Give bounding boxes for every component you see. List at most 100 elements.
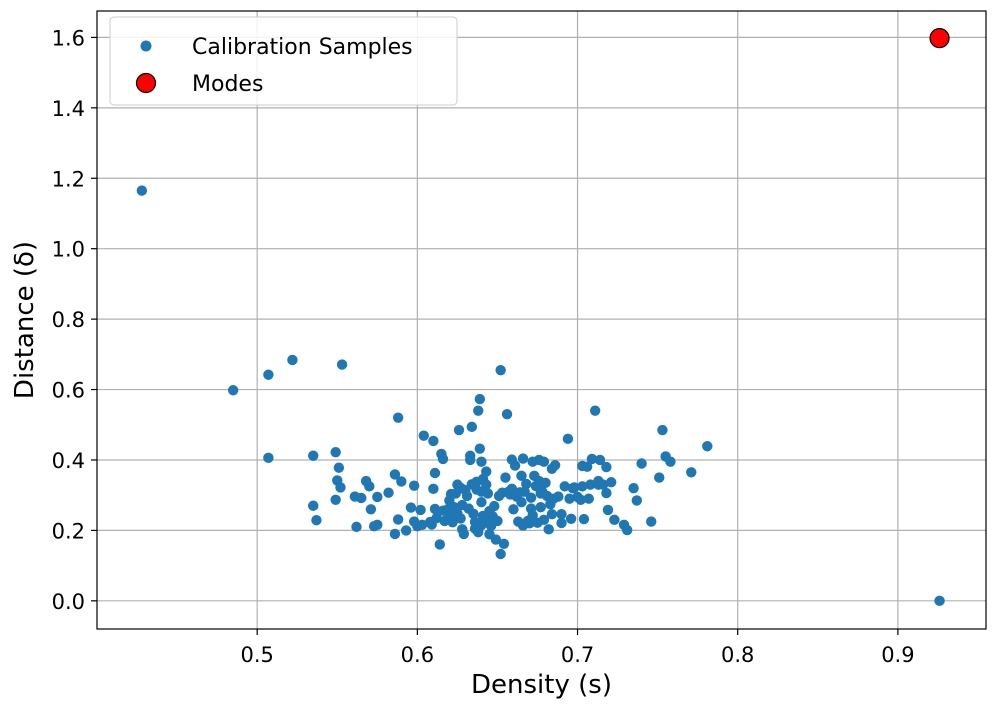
- calibration-sample-point: [461, 490, 473, 502]
- calibration-sample-point: [476, 456, 487, 467]
- calibration-sample-point: [586, 453, 598, 465]
- calibration-sample-point: [308, 450, 319, 461]
- x-tick-label: 0.5: [240, 643, 273, 667]
- y-tick-label: 1.4: [52, 97, 85, 121]
- mode-point: [929, 28, 950, 49]
- calibration-sample-point: [336, 359, 348, 370]
- calibration-sample-point: [500, 472, 511, 483]
- calibration-sample-point: [657, 424, 668, 436]
- calibration-sample-point: [646, 516, 657, 527]
- calibration-sample-point: [535, 501, 546, 513]
- y-tick-label: 1.2: [52, 167, 85, 191]
- calibration-sample-point: [585, 479, 596, 490]
- x-axis-label: Density (s): [471, 670, 612, 700]
- calibration-sample-point: [594, 454, 606, 466]
- y-tick-label: 0.4: [52, 449, 85, 473]
- calibration-sample-point: [136, 185, 148, 196]
- calibration-sample-point: [263, 369, 274, 380]
- calibration-sample-point: [506, 483, 518, 495]
- calibration-sample-point: [569, 482, 580, 493]
- calibration-sample-point: [509, 460, 521, 471]
- plot-area-frame: [96, 10, 987, 630]
- calibration-sample-point: [538, 456, 550, 467]
- calibration-sample-point: [516, 470, 527, 482]
- calibration-sample-point: [458, 528, 470, 540]
- calibration-sample-point: [351, 521, 362, 533]
- calibration-sample-point: [546, 509, 558, 520]
- calibration-sample-point: [428, 483, 439, 495]
- x-axis-ticks: 0.5 0.6 0.7 0.8 0.9: [240, 629, 915, 667]
- calibration-sample-point: [311, 514, 322, 526]
- calibration-sample-point: [455, 513, 466, 524]
- calibration-sample-point: [564, 493, 575, 504]
- y-tick-label: 0.8: [52, 308, 85, 332]
- calibration-sample-point: [465, 454, 476, 466]
- calibration-sample-point: [308, 500, 319, 511]
- x-tick-label: 0.6: [401, 643, 434, 667]
- calibration-sample-point: [601, 461, 612, 473]
- calibration-sample-point: [434, 539, 445, 550]
- calibration-sample-point: [400, 525, 412, 536]
- calibration-sample-point: [453, 424, 465, 436]
- calibration-sample-point: [543, 524, 554, 535]
- calibration-sample-point: [540, 477, 551, 489]
- calibration-sample-point: [405, 502, 417, 513]
- calibration-sample-point: [601, 487, 612, 499]
- calibration-sample-point: [565, 513, 577, 524]
- calibration-sample-point: [495, 364, 506, 376]
- calibration-sample-point: [482, 488, 494, 499]
- legend-box: [109, 16, 458, 106]
- calibration-sample-point: [431, 512, 442, 524]
- legend-marker-calibration-samples: [140, 40, 152, 52]
- calibration-sample-point: [602, 504, 614, 516]
- calibration-sample-point: [263, 452, 274, 464]
- calibration-sample-point: [589, 405, 601, 416]
- calibration-sample-point: [524, 518, 535, 529]
- y-tick-label: 0.6: [52, 379, 85, 403]
- calibration-sample-point: [562, 433, 574, 445]
- calibration-sample-point: [583, 493, 594, 504]
- calibration-sample-point: [481, 479, 492, 490]
- calibration-sample-point: [525, 492, 537, 503]
- grid-lines: [97, 11, 986, 629]
- calibration-sample-point: [609, 514, 620, 526]
- calibration-sample-point: [429, 503, 441, 515]
- calibration-sample-point: [556, 517, 567, 529]
- calibration-sample-point: [538, 514, 550, 526]
- y-axis-ticks: 0.0 0.2 0.4 0.6 0.8 1.0 1.2 1.4 1.6: [52, 26, 97, 614]
- calibration-sample-point: [516, 497, 527, 508]
- calibration-sample-point: [527, 510, 538, 521]
- calibration-sample-point: [654, 472, 665, 483]
- x-tick-label: 0.9: [881, 643, 914, 667]
- y-axis-label: Distance (δ): [10, 241, 40, 399]
- calibration-sample-point: [476, 497, 487, 508]
- calibration-sample-point: [492, 515, 503, 527]
- legend-label-calibration-samples: Calibration Samples: [192, 35, 413, 60]
- calibration-sample-point: [372, 491, 383, 503]
- calibration-sample-point: [408, 480, 420, 491]
- calibration-sample-point: [474, 393, 486, 405]
- calibration-sample-point: [418, 430, 429, 441]
- calibration-sample-point: [517, 453, 529, 464]
- calibration-sample-point: [333, 462, 345, 473]
- x-tick-label: 0.8: [721, 643, 754, 667]
- calibration-sample-point: [428, 435, 439, 447]
- calibration-sample-point: [447, 517, 458, 528]
- calibration-sample-point: [227, 385, 239, 396]
- calibration-sample-point: [392, 412, 404, 423]
- x-tick-label: 0.7: [561, 643, 594, 667]
- calibration-sample-point: [330, 494, 341, 505]
- calibration-sample-point: [372, 519, 383, 530]
- y-tick-label: 0.2: [52, 519, 85, 543]
- y-tick-label: 0.0: [52, 590, 85, 614]
- calibration-sample-point: [575, 494, 586, 505]
- legend: Calibration Samples Modes: [109, 16, 458, 106]
- calibration-sample-point: [501, 408, 513, 420]
- legend-marker-modes: [135, 72, 157, 94]
- calibration-sample-point: [415, 504, 426, 516]
- calibration-sample-point: [392, 514, 404, 525]
- calibration-sample-point: [702, 441, 713, 452]
- calibration-sample-point: [389, 469, 401, 480]
- calibration-sample-point: [468, 508, 479, 520]
